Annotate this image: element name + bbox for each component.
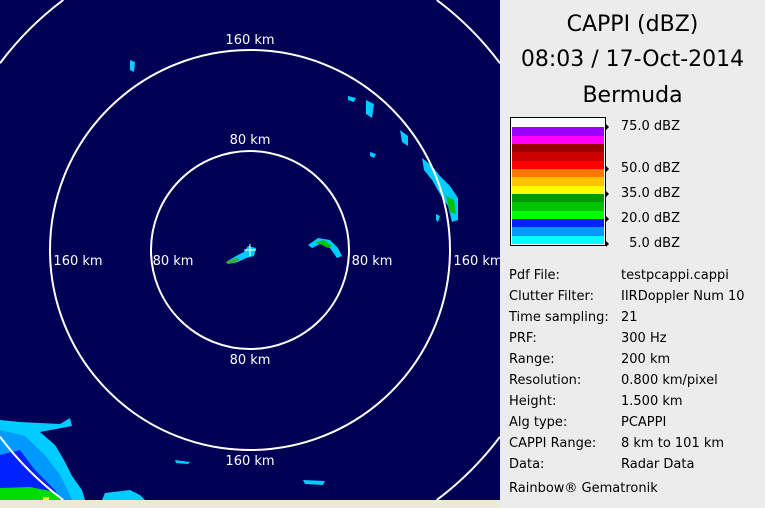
info-key: Time sampling: bbox=[509, 310, 609, 325]
ring-outer-arc-top-right bbox=[436, 0, 500, 64]
legend-band bbox=[512, 144, 604, 153]
legend-band bbox=[512, 160, 604, 170]
info-value: IIRDoppler Num 10 bbox=[621, 289, 745, 304]
ring-label-left-80: 80 km bbox=[153, 254, 194, 269]
ring-label-left-160: 160 km bbox=[53, 254, 102, 269]
info-row: Range: 200 km bbox=[509, 352, 670, 367]
ring-label-right-80: 80 km bbox=[352, 254, 393, 269]
legend-tick: 75.0 dBZ bbox=[606, 119, 680, 134]
echo-ne7 bbox=[436, 214, 440, 222]
echo-yellow bbox=[43, 497, 49, 500]
legend-tick: 50.0 dBZ bbox=[606, 161, 680, 176]
legend-band bbox=[512, 169, 604, 178]
info-key: Resolution: bbox=[509, 373, 582, 388]
ring-80km bbox=[150, 150, 350, 350]
info-value: 8 km to 101 km bbox=[621, 436, 725, 451]
info-row: Data: Radar Data bbox=[509, 457, 694, 472]
legend-tick: 5.0 dBZ bbox=[606, 236, 680, 251]
legend-band bbox=[512, 219, 604, 228]
ring-outer-arc-bottom-right bbox=[436, 436, 500, 500]
info-key: CAPPI Range: bbox=[509, 436, 597, 451]
echo-south3 bbox=[175, 460, 190, 464]
site-name: Bermuda bbox=[582, 83, 683, 108]
info-row: Pdf File: testpcappi.cappi bbox=[509, 268, 729, 283]
range-rings bbox=[0, 0, 500, 500]
ring-outer-arc-top-left bbox=[0, 0, 64, 64]
legend-band bbox=[512, 185, 604, 195]
info-panel: CAPPI (dBZ) 08:03 / 17-Oct-2014 Bermuda … bbox=[500, 0, 765, 508]
info-key: Alg type: bbox=[509, 415, 568, 430]
legend-tick: 35.0 dBZ bbox=[606, 186, 680, 201]
info-key: Height: bbox=[509, 394, 557, 409]
radar-map[interactable]: 160 km 80 km 80 km 160 km 160 km 80 km 8… bbox=[0, 0, 500, 500]
ring-label-bottom-160: 160 km bbox=[225, 454, 274, 469]
info-value: 300 Hz bbox=[621, 331, 667, 346]
footer-brand: Rainbow® Gematronik bbox=[509, 481, 658, 496]
info-key: Pdf File: bbox=[509, 268, 560, 283]
datetime: 08:03 / 17-Oct-2014 bbox=[520, 47, 745, 72]
info-row: Alg type: PCAPPI bbox=[509, 415, 666, 430]
echo-south2 bbox=[303, 480, 325, 485]
ring-label-top-160: 160 km bbox=[225, 33, 274, 48]
echo-center-green bbox=[226, 258, 240, 264]
legend-band bbox=[512, 119, 604, 128]
legend-band bbox=[512, 194, 604, 203]
echo-ne-band-core bbox=[446, 196, 456, 214]
echo-ne6 bbox=[370, 152, 376, 158]
info-value: 1.500 km bbox=[621, 394, 683, 409]
info-value: 0.800 km/pixel bbox=[621, 373, 718, 388]
ring-label-bottom-80: 80 km bbox=[230, 353, 271, 368]
legend-tick-label: 75.0 dBZ bbox=[620, 119, 680, 134]
echoes bbox=[0, 60, 458, 500]
center-marker bbox=[244, 244, 256, 256]
echo-southwest-green bbox=[0, 487, 60, 500]
ring-label-right-160: 160 km bbox=[453, 254, 500, 269]
ring-label-top-80: 80 km bbox=[230, 133, 271, 148]
echo-ne4 bbox=[130, 60, 135, 72]
info-key: Range: bbox=[509, 352, 555, 367]
radar-svg: 160 km 80 km 80 km 160 km 160 km 80 km 8… bbox=[0, 0, 500, 500]
info-key: Data: bbox=[509, 457, 545, 472]
legend-tick-label: 35.0 dBZ bbox=[620, 186, 680, 201]
ring-160km bbox=[49, 49, 451, 451]
legend-band bbox=[512, 127, 604, 137]
info-row: Time sampling: 21 bbox=[509, 310, 638, 325]
legend-tick: 20.0 dBZ bbox=[606, 211, 680, 226]
info-key: Clutter Filter: bbox=[509, 289, 594, 304]
legend-tick-label: 50.0 dBZ bbox=[620, 161, 680, 176]
color-legend bbox=[510, 117, 606, 246]
echo-ne2 bbox=[366, 100, 374, 118]
info-value: Radar Data bbox=[621, 457, 695, 472]
echo-east-cell-core bbox=[315, 240, 332, 248]
echo-ne3 bbox=[400, 130, 408, 146]
legend-band bbox=[512, 135, 604, 145]
echo-south bbox=[102, 490, 145, 500]
legend-band bbox=[512, 202, 604, 212]
info-value: 200 km bbox=[621, 352, 671, 367]
info-value: PCAPPI bbox=[621, 415, 667, 430]
ring-outer-arc-bottom-left bbox=[0, 436, 64, 500]
legend-band bbox=[512, 235, 604, 245]
info-row: Height: 1.500 km bbox=[509, 394, 683, 409]
product-title: CAPPI (dBZ) bbox=[566, 12, 699, 37]
legend-band bbox=[512, 152, 604, 162]
legend-tick-label: 5.0 dBZ bbox=[629, 236, 680, 251]
legend-band bbox=[512, 210, 604, 220]
legend-band bbox=[512, 177, 604, 187]
info-row: CAPPI Range: 8 km to 101 km bbox=[509, 436, 724, 451]
echo-ne5 bbox=[348, 96, 356, 102]
info-row: Clutter Filter: IIRDoppler Num 10 bbox=[509, 289, 745, 304]
info-row: PRF: 300 Hz bbox=[509, 331, 667, 346]
info-value: 21 bbox=[621, 310, 638, 325]
legend-band bbox=[512, 227, 604, 237]
legend-tick-label: 20.0 dBZ bbox=[620, 211, 680, 226]
info-key: PRF: bbox=[509, 331, 537, 346]
info-value: testpcappi.cappi bbox=[621, 268, 729, 283]
info-row: Resolution: 0.800 km/pixel bbox=[509, 373, 718, 388]
bottom-strip bbox=[0, 500, 500, 508]
